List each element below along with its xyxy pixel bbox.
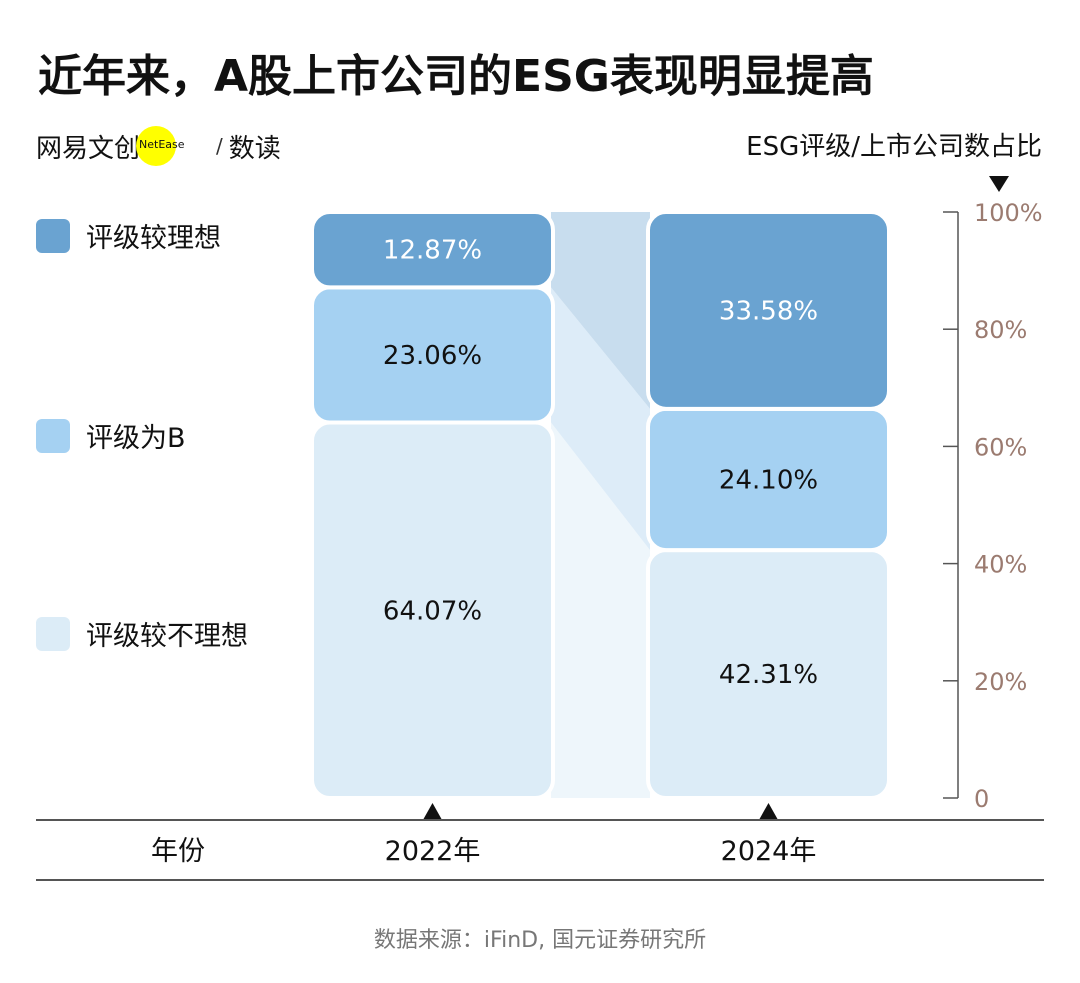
data-label: 12.87% [383, 236, 482, 266]
legend-swatch [36, 616, 70, 651]
source-note: 数据来源：iFinD, 国元证券研究所 [373, 928, 707, 953]
y-tick-label: 80% [974, 316, 1027, 344]
data-label: 24.10% [719, 465, 818, 495]
logo-section: 数读 [228, 133, 281, 164]
legend-label: 评级较理想 [86, 223, 221, 254]
data-label: 64.07% [383, 596, 482, 626]
connector-band [551, 422, 650, 798]
y-tick-label: 60% [974, 433, 1027, 461]
x-tick-label: 2022年 [385, 836, 481, 867]
bar-segment [310, 210, 555, 290]
legend-item-poor: 评级较不理想 [36, 614, 248, 653]
y-tick-label: 100% [974, 199, 1043, 227]
logo: 网易文创 NetEase / 数读 [36, 126, 281, 166]
data-label: 33.58% [719, 296, 818, 326]
logo-sub: NetEase [139, 138, 185, 151]
category-marker-icon [423, 803, 442, 819]
y-tick-label: 20% [974, 668, 1027, 696]
legend-item-good: 评级较理想 [36, 216, 221, 255]
legend-label: 评级为B [86, 423, 186, 454]
y-tick-label: 40% [974, 551, 1027, 579]
logo-dot: NetEase [136, 126, 185, 166]
logo-brand: 网易文创 [36, 133, 141, 164]
unit-label: ESG评级/上市公司数占比 [746, 132, 1042, 162]
data-label: 42.31% [719, 660, 818, 690]
chart-title: 近年来，A股上市公司的ESG表现明显提高 [38, 51, 874, 102]
legend-label: 评级较不理想 [86, 621, 248, 652]
legend-swatch [36, 218, 70, 253]
x-axis-label: 年份 [151, 836, 205, 867]
connector-band [551, 287, 650, 551]
category-marker-icon [759, 803, 778, 819]
bar-segment [646, 210, 891, 411]
connector-band [551, 212, 650, 409]
unit-arrow-icon [989, 176, 1009, 192]
data-label: 23.06% [383, 341, 482, 371]
x-tick-label: 2024年 [721, 836, 817, 867]
y-tick-label: 0 [974, 785, 989, 813]
legend-swatch [36, 418, 70, 453]
logo-slash: / [216, 134, 223, 158]
legend-item-b: 评级为B [36, 416, 186, 455]
